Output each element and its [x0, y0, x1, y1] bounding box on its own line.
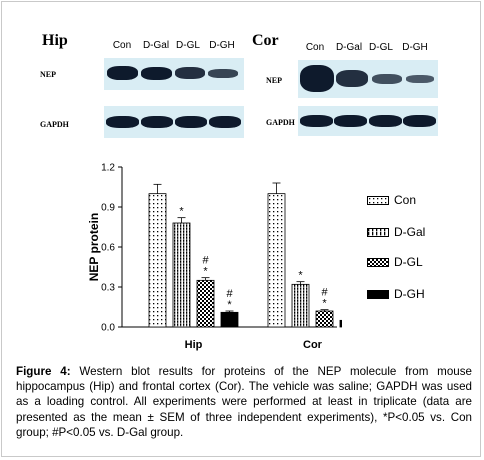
lane-label: Con [112, 40, 132, 51]
panel-title-hip: Hip [42, 32, 68, 49]
legend-swatch-check [367, 258, 389, 267]
significance-mark: * [179, 206, 184, 218]
legend-swatch-dots [367, 196, 389, 205]
bar-con-cor [267, 193, 286, 328]
row-label-nep: NEP [40, 70, 56, 79]
blot-band [372, 74, 402, 84]
bar-d-gal-hip [172, 222, 191, 328]
significance-mark: * [227, 299, 232, 311]
blot-band [141, 67, 172, 80]
y-tick-label: 0.0 [101, 323, 115, 334]
caption-lead: Figure 4: [16, 365, 71, 378]
significance-mark: * [322, 298, 327, 310]
row-label-nep: NEP [266, 76, 282, 85]
legend-label: D-GL [394, 255, 423, 269]
blot-hip-gapdh [104, 106, 244, 138]
x-category-label: Cor [303, 339, 323, 351]
blot-band [300, 65, 334, 92]
blot-band [209, 116, 241, 128]
blot-hip-nep [104, 58, 244, 90]
bar-d-gh-cor [339, 319, 342, 328]
blot-band [107, 66, 138, 80]
legend-label: Con [394, 193, 417, 207]
lane-label: D-Gal [142, 40, 170, 51]
blot-band [336, 70, 368, 87]
lane-label: D-GH [209, 40, 235, 51]
y-tick-label: 1.2 [101, 163, 115, 174]
bar-d-gh-hip [220, 311, 239, 328]
row-label-gapdh: GAPDH [40, 120, 69, 129]
y-tick-label: 0.3 [101, 283, 115, 294]
legend-label: D-Gal [394, 225, 426, 239]
y-axis-label: NEP protein [87, 213, 101, 281]
blot-band [106, 116, 139, 128]
legend-swatch-vlines [367, 228, 389, 237]
lane-label: D-Gal [335, 42, 363, 53]
significance-mark: # [321, 287, 328, 299]
bar-d-gl-cor [315, 310, 334, 328]
bar-d-gl-hip [196, 279, 215, 328]
blot-band [403, 115, 436, 127]
y-tick-label: 0.9 [101, 203, 115, 214]
blot-band [175, 116, 207, 128]
figure-caption: Figure 4: Western blot results for prote… [16, 364, 472, 440]
significance-mark: # [226, 288, 233, 300]
lane-label: D-GL [369, 42, 393, 53]
blot-band [300, 115, 333, 127]
significance-mark: * [203, 266, 208, 278]
blot-cor-gapdh [298, 106, 438, 136]
bar-con-hip [148, 193, 167, 328]
lane-label: Con [305, 42, 325, 53]
significance-mark: # [202, 255, 209, 267]
lane-label: D-GH [402, 42, 428, 53]
blot-cor-nep [298, 60, 438, 98]
caption-text: Western blot results for proteins of the… [16, 365, 472, 439]
legend-swatch-solid [367, 290, 389, 299]
significance-mark: * [298, 270, 303, 282]
y-tick-label: 0.6 [101, 243, 115, 254]
blot-band [208, 69, 238, 78]
x-category-label: Hip [185, 339, 203, 351]
lane-label: D-GL [176, 40, 200, 51]
blot-band [175, 67, 205, 79]
blot-band [141, 116, 173, 128]
blot-band [406, 75, 434, 83]
blot-band [369, 115, 402, 127]
panel-title-cor: Cor [252, 32, 279, 49]
bar-d-gal-cor [291, 283, 310, 328]
row-label-gapdh: GAPDH [266, 118, 295, 127]
legend-label: D-GH [394, 287, 425, 301]
blot-band [334, 115, 367, 127]
